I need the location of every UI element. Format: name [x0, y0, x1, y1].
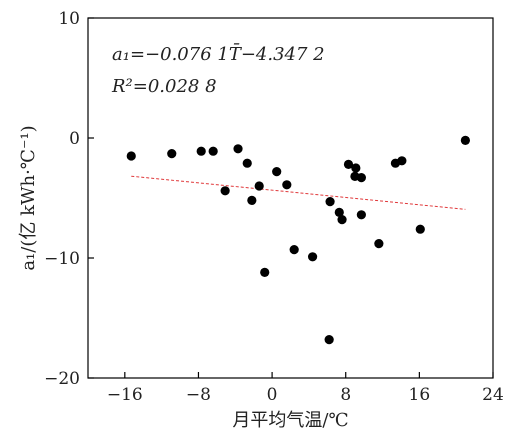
data-point — [334, 207, 344, 217]
data-point — [351, 163, 361, 173]
data-point — [167, 149, 177, 159]
data-point — [126, 151, 136, 161]
regression-equation: a₁=−0.076 1T̄−4.347 2 — [112, 42, 325, 65]
r-squared-label: R²=0.028 8 — [111, 76, 217, 97]
y-tick-label: −20 — [44, 369, 80, 389]
data-point — [260, 267, 270, 277]
data-points — [126, 135, 470, 345]
data-point — [397, 156, 407, 166]
plot-axes: −16 −8 0 8 16 24 10 0 −10 −20 — [44, 9, 504, 405]
data-point — [289, 245, 299, 255]
chart-labels: a₁=−0.076 1T̄−4.347 2 R²=0.028 8 月平均气温/℃ a₁… — [18, 42, 349, 431]
x-tick-label: 24 — [482, 385, 504, 405]
data-point — [325, 197, 335, 207]
data-point — [196, 146, 206, 156]
x-tick-label: 0 — [267, 385, 278, 405]
trendline-layer — [131, 175, 466, 210]
data-point — [242, 158, 252, 168]
x-tick-label: −8 — [186, 385, 211, 405]
data-point — [337, 215, 347, 225]
data-point — [374, 239, 384, 249]
x-tick-label: 8 — [340, 385, 351, 405]
data-point — [247, 195, 257, 205]
data-point — [282, 180, 292, 190]
x-tick-label: 16 — [409, 385, 431, 405]
data-point — [415, 224, 425, 234]
y-tick-label: −10 — [44, 249, 80, 269]
data-point — [460, 135, 470, 145]
data-point — [254, 181, 264, 191]
data-point — [208, 146, 218, 156]
x-tick-label: −16 — [107, 385, 143, 405]
x-axis-label: 月平均气温/℃ — [232, 410, 348, 431]
data-point — [233, 144, 243, 154]
data-point — [356, 173, 366, 183]
data-point — [324, 335, 334, 345]
data-point — [356, 210, 366, 220]
data-point — [307, 252, 318, 262]
data-point — [272, 167, 282, 177]
y-tick-label: 0 — [69, 129, 80, 149]
data-point — [343, 159, 354, 169]
data-point — [220, 186, 230, 196]
plot-frame — [87, 17, 494, 379]
trendline — [131, 175, 466, 210]
y-tick-label: 10 — [58, 9, 80, 29]
y-axis-label: a₁/(亿 kWh·℃⁻¹) — [18, 125, 39, 270]
